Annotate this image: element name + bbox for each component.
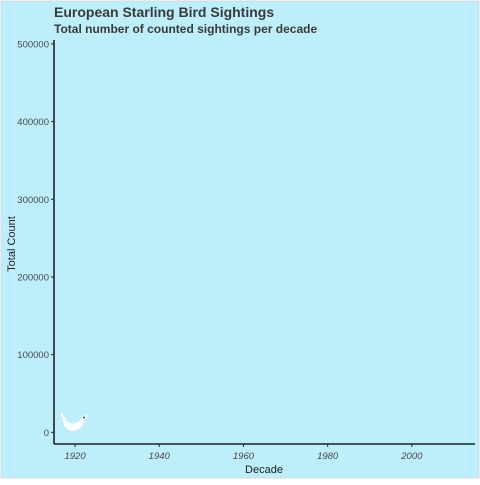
bird-body (62, 415, 89, 431)
y-tick-label: 500000 (17, 39, 49, 50)
bird-icon (61, 412, 89, 431)
y-tick-label: 300000 (17, 195, 49, 206)
y-tick-label: 0 (44, 428, 49, 439)
y-axis-title: Total Count (6, 216, 18, 272)
y-tick-label: 200000 (17, 272, 49, 283)
y-tick-label: 400000 (17, 117, 49, 128)
chart-subtitle: Total number of counted sightings per de… (54, 22, 317, 36)
y-tick-label: 100000 (17, 350, 49, 361)
x-tick-label: 1940 (149, 451, 171, 462)
x-tick-label: 1920 (64, 451, 86, 462)
x-tick-label: 1960 (233, 451, 255, 462)
x-tick-label: 2000 (400, 451, 423, 462)
bird-eye (83, 416, 85, 419)
x-tick-label: 1980 (317, 451, 339, 462)
bird-wing (61, 412, 68, 420)
series-layer (61, 412, 89, 431)
x-axis-title: Decade (245, 464, 283, 476)
chart-title: European Starling Bird Sightings (54, 4, 274, 20)
